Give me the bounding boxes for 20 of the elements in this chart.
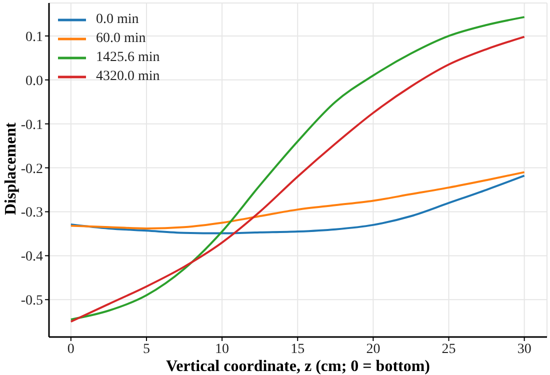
x-tick-label: 0 [67, 342, 74, 357]
x-tick-label: 10 [215, 342, 230, 357]
y-tick-label: 0.1 [26, 30, 43, 45]
x-tick-label: 25 [442, 342, 456, 357]
y-tick-label: -0.2 [20, 162, 43, 177]
y-tick-label: -0.3 [20, 206, 43, 221]
x-tick-label: 5 [142, 342, 150, 357]
y-axis-title: Displacement [2, 122, 20, 215]
legend-label: 0.0 min [96, 11, 139, 29]
legend-label: 1425.6 min [96, 49, 160, 67]
y-tick-label: -0.5 [20, 294, 43, 309]
x-tick-label: 20 [366, 342, 380, 357]
x-tick-label: 15 [290, 342, 305, 357]
y-tick-label: -0.4 [20, 250, 43, 265]
x-tick-label: 30 [517, 342, 532, 357]
legend-label: 4320.0 min [96, 68, 160, 86]
y-tick-label: 0.0 [26, 74, 43, 89]
legend-label: 60.0 min [96, 30, 146, 48]
y-tick-label: -0.1 [20, 118, 43, 133]
x-axis-title: Vertical coordinate, z (cm; 0 = bottom) [166, 358, 430, 375]
